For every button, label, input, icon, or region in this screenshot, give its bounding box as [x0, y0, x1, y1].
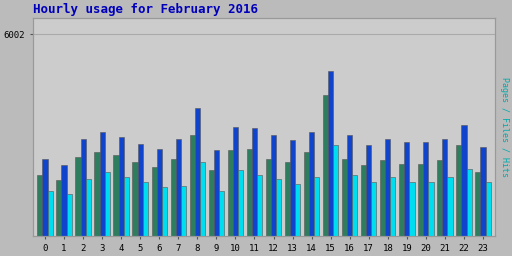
Bar — [276, 179, 281, 236]
Bar — [94, 152, 99, 236]
Bar — [295, 184, 300, 236]
Bar — [371, 182, 376, 236]
Bar — [233, 127, 238, 236]
Bar — [347, 135, 352, 236]
Bar — [176, 138, 181, 236]
Bar — [290, 140, 295, 236]
Bar — [429, 182, 434, 236]
Bar — [328, 71, 333, 236]
Bar — [366, 145, 371, 236]
Bar — [423, 142, 429, 236]
Bar — [200, 162, 205, 236]
Bar — [380, 160, 385, 236]
Bar — [461, 125, 466, 236]
Bar — [138, 144, 143, 236]
Bar — [133, 162, 138, 236]
Bar — [195, 108, 200, 236]
Bar — [99, 132, 104, 236]
Bar — [209, 170, 214, 236]
Bar — [56, 180, 61, 236]
Bar — [104, 172, 110, 236]
Bar — [162, 187, 167, 236]
Y-axis label: Pages / Files / Hits: Pages / Files / Hits — [500, 77, 508, 177]
Bar — [86, 179, 91, 236]
Bar — [257, 175, 262, 236]
Bar — [252, 129, 257, 236]
Bar — [352, 175, 357, 236]
Bar — [404, 142, 410, 236]
Bar — [152, 167, 157, 236]
Bar — [410, 182, 415, 236]
Bar — [437, 160, 442, 236]
Bar — [342, 159, 347, 236]
Bar — [124, 177, 129, 236]
Bar — [170, 159, 176, 236]
Bar — [304, 152, 309, 236]
Bar — [285, 162, 290, 236]
Bar — [480, 147, 485, 236]
Bar — [385, 138, 390, 236]
Bar — [399, 164, 404, 236]
Bar — [189, 135, 195, 236]
Bar — [466, 169, 472, 236]
Bar — [247, 148, 252, 236]
Bar — [333, 145, 338, 236]
Bar — [80, 138, 86, 236]
Bar — [42, 159, 48, 236]
Bar — [390, 177, 395, 236]
Bar — [456, 145, 461, 236]
Bar — [48, 190, 53, 236]
Bar — [447, 177, 453, 236]
Bar — [485, 182, 490, 236]
Bar — [157, 148, 162, 236]
Bar — [219, 190, 224, 236]
Bar — [309, 132, 314, 236]
Bar — [442, 138, 447, 236]
Bar — [67, 194, 72, 236]
Bar — [323, 95, 328, 236]
Bar — [228, 150, 233, 236]
Bar — [238, 170, 243, 236]
Bar — [418, 164, 423, 236]
Bar — [143, 182, 148, 236]
Bar — [114, 155, 119, 236]
Bar — [37, 175, 42, 236]
Bar — [181, 186, 186, 236]
Bar — [314, 177, 319, 236]
Bar — [75, 157, 80, 236]
Bar — [361, 165, 366, 236]
Bar — [266, 159, 271, 236]
Bar — [119, 137, 124, 236]
Bar — [61, 165, 67, 236]
Text: Hourly usage for February 2016: Hourly usage for February 2016 — [33, 4, 258, 16]
Bar — [214, 150, 219, 236]
Bar — [475, 172, 480, 236]
Bar — [271, 135, 276, 236]
